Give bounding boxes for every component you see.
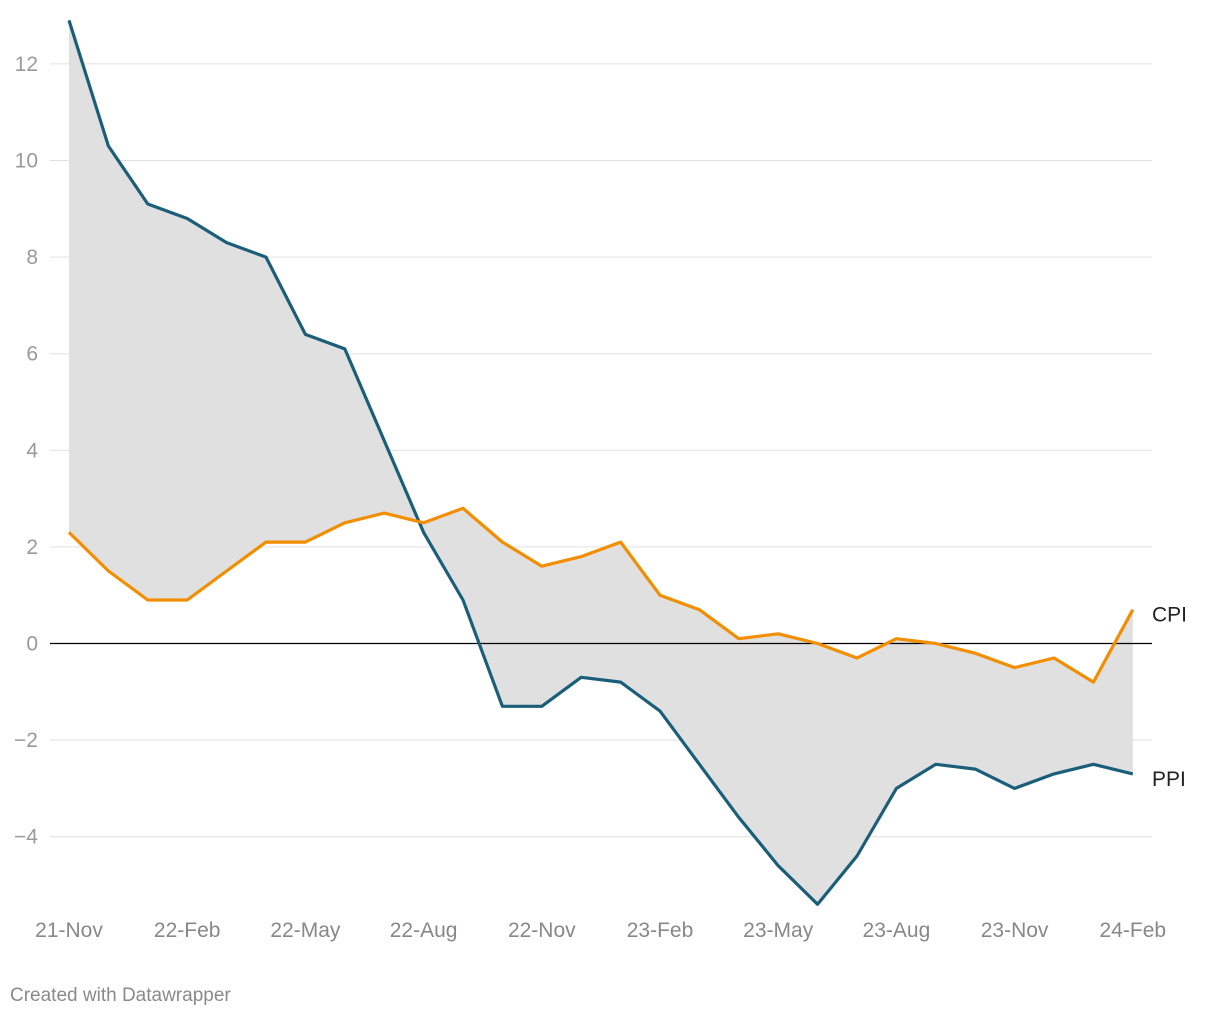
x-tick-label: 22-May xyxy=(270,919,341,942)
y-tick-label: 6 xyxy=(26,343,38,366)
y-tick-label: 2 xyxy=(26,536,38,559)
y-axis-tick-labels: 12 10 8 6 4 2 0 −2 −4 xyxy=(14,53,38,849)
x-tick-label: 21-Nov xyxy=(35,919,103,942)
y-tick-label: −2 xyxy=(14,729,38,752)
x-axis-tick-labels: 21-Nov 22-Feb 22-May 22-Aug 22-Nov 23-Feb 23-M… xyxy=(35,919,1166,942)
y-tick-label: 10 xyxy=(15,150,38,173)
cpi-ppi-gap-area xyxy=(69,20,1133,905)
x-tick-label: 22-Nov xyxy=(508,919,576,942)
y-tick-label: 12 xyxy=(15,53,38,76)
datawrapper-credit: Created with Datawrapper xyxy=(10,985,231,1006)
x-tick-label: 24-Feb xyxy=(1100,919,1167,942)
x-tick-label: 23-Nov xyxy=(981,919,1049,942)
cpi-line xyxy=(67,506,1135,684)
x-tick-label: 23-May xyxy=(743,919,814,942)
x-tick-label: 22-Aug xyxy=(390,919,458,942)
cpi-series-label: CPI xyxy=(1152,604,1187,627)
y-tick-label: 0 xyxy=(26,633,38,656)
x-tick-label: 22-Feb xyxy=(154,919,221,942)
ppi-line xyxy=(67,19,1134,906)
ppi-series-label: PPI xyxy=(1152,768,1186,791)
y-tick-label: −4 xyxy=(14,826,38,849)
y-tick-label: 4 xyxy=(26,439,38,462)
x-tick-label: 23-Aug xyxy=(863,919,931,942)
line-chart: 12 10 8 6 4 2 0 −2 −4 21-Nov 22-Feb 22-May 22-Aug 22… xyxy=(14,19,1187,942)
x-tick-label: 23-Feb xyxy=(627,919,694,942)
y-tick-label: 8 xyxy=(26,246,38,269)
